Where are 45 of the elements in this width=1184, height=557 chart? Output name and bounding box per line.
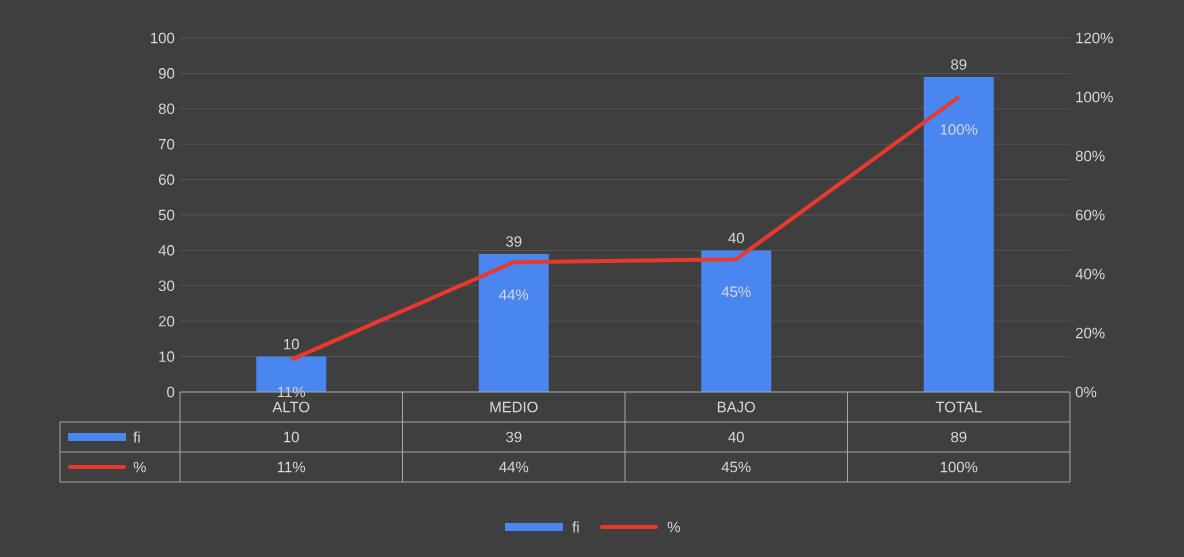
y2-tick-label: 80% [1075, 150, 1105, 162]
y-tick-label: 70 [158, 138, 175, 150]
y-tick-label: 60 [158, 174, 175, 185]
y-tick-label: 30 [158, 280, 175, 292]
y-tick-label: 50 [158, 209, 175, 221]
x-tick-label: ALTO [272, 401, 310, 413]
text: 89 [951, 59, 967, 70]
text: 10 [284, 338, 299, 350]
bar [701, 250, 772, 392]
text: 40 [728, 232, 744, 244]
y2-tick-label: 100% [1076, 91, 1113, 103]
bar [478, 253, 549, 392]
data-label: 100% [940, 461, 978, 473]
y-tick-label: 20 [158, 315, 175, 327]
data-label: 45% [721, 461, 751, 473]
data-label: 10 [284, 431, 299, 443]
bar [923, 76, 994, 392]
y-tick-label: 80 [158, 103, 175, 115]
data-label: 44% [499, 461, 529, 473]
y2-tick-label: 120% [1076, 32, 1113, 44]
y-tick-label: 0 [167, 386, 175, 398]
text: 100% [940, 124, 978, 135]
y2-tick-label: 20% [1075, 327, 1105, 339]
text: % [133, 461, 146, 473]
x-tick-label: TOTAL [935, 401, 982, 413]
x-tick-label: MEDIO [490, 401, 538, 413]
y2-tick-label: 0% [1075, 386, 1097, 398]
x-tick-label: BAJO [717, 401, 755, 413]
y2-tick-label: 40% [1075, 268, 1105, 280]
y2-tick-label: 60% [1075, 209, 1105, 221]
legend-label: % [667, 521, 680, 533]
data-label: 89 [951, 431, 967, 443]
text: 39 [506, 236, 522, 247]
text: 11% [277, 386, 306, 398]
data-label: 11% [277, 461, 306, 473]
text: 45% [721, 286, 751, 297]
y-tick-label: 10 [159, 351, 175, 362]
text: fi [572, 521, 579, 533]
text: 44% [499, 289, 529, 300]
legend-label: fi [133, 431, 140, 443]
y-tick-label: 40 [158, 245, 175, 256]
y-tick-label: 90 [158, 68, 175, 79]
y-tick-label: 100 [151, 32, 175, 44]
data-label: 39 [506, 431, 522, 443]
data-label: 40 [728, 431, 744, 443]
